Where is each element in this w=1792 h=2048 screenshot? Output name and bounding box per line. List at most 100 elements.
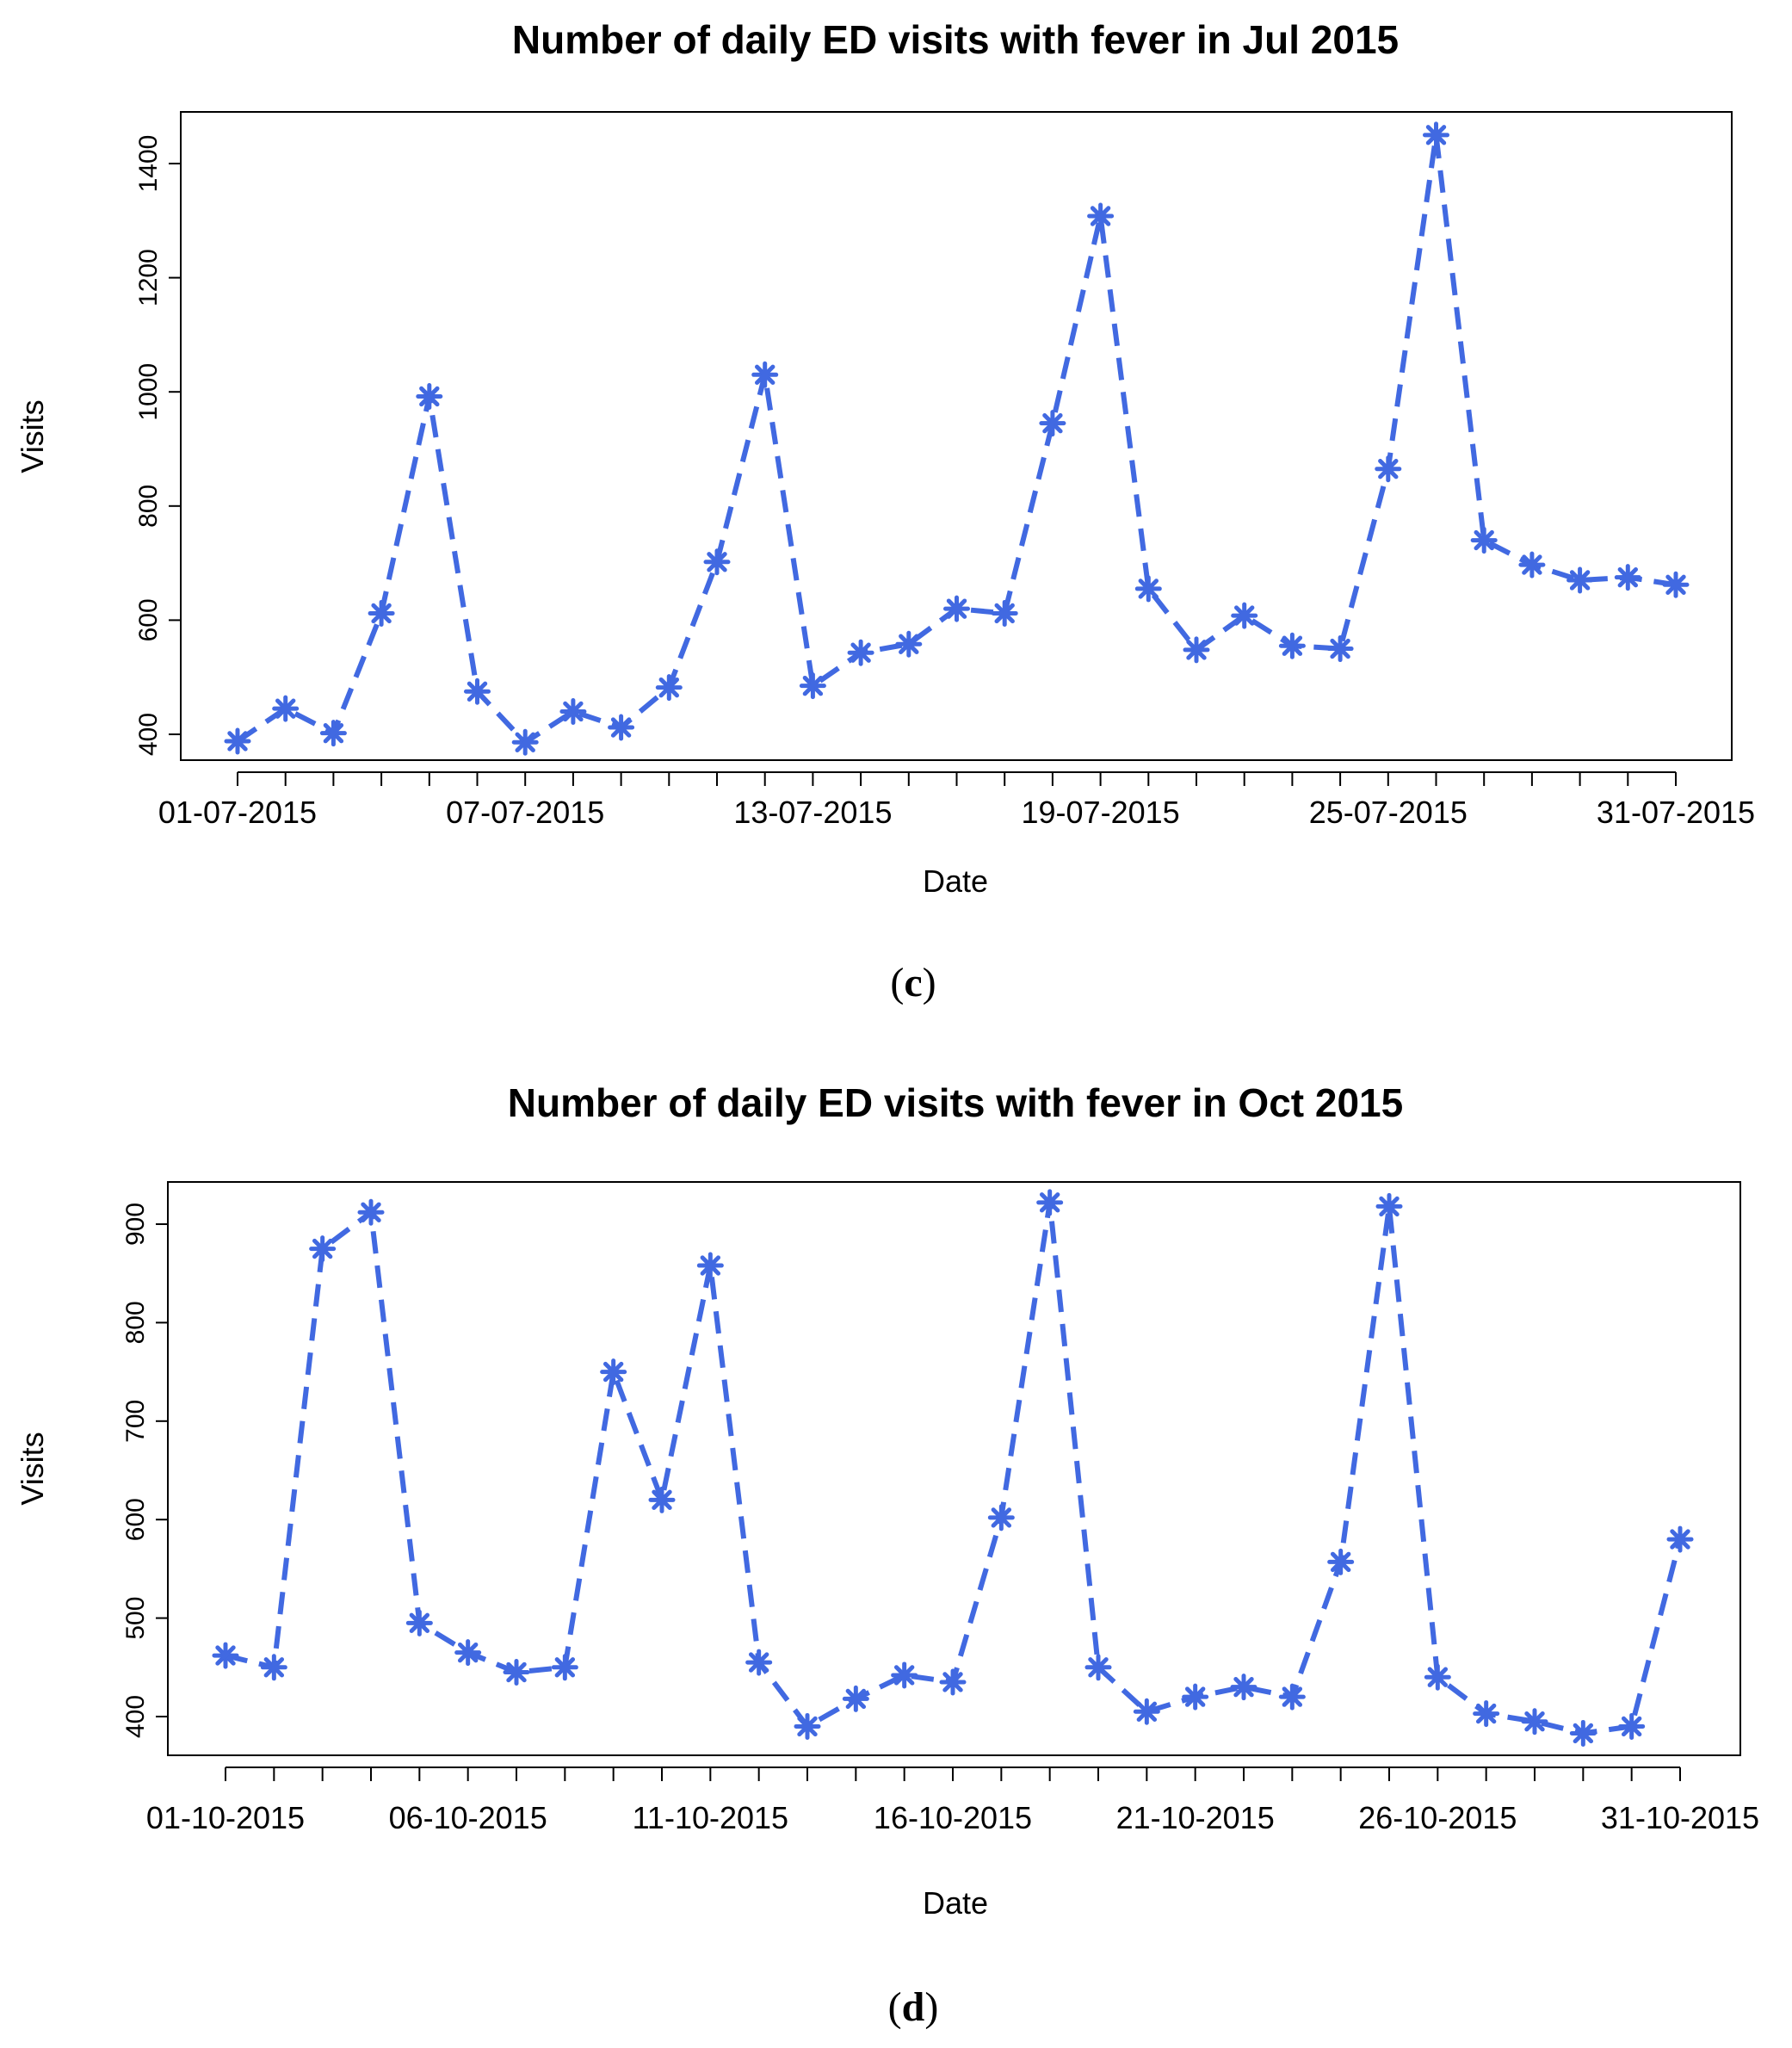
data-point — [1521, 1708, 1548, 1736]
data-point — [260, 1654, 287, 1681]
y-tick-label: 1200 — [134, 249, 163, 306]
data-point — [1327, 1548, 1355, 1575]
data-point — [895, 630, 923, 658]
data-point — [1473, 1700, 1500, 1728]
y-tick-label: 400 — [121, 1695, 150, 1738]
y-axis-label-d: Visits — [15, 1432, 50, 1505]
caption-c-close: ) — [923, 960, 936, 1005]
x-tick-label: 16-10-2015 — [874, 1800, 1032, 1835]
data-point — [1134, 575, 1162, 603]
data-point — [799, 672, 826, 700]
x-tick-label: 01-10-2015 — [146, 1800, 305, 1835]
data-point — [751, 361, 779, 388]
x-tick-label: 26-10-2015 — [1358, 1800, 1517, 1835]
data-point — [1423, 121, 1449, 149]
series-points-c — [224, 121, 1690, 756]
data-point — [405, 1609, 433, 1637]
data-point — [987, 1504, 1015, 1531]
data-point — [551, 1654, 578, 1681]
data-point — [1518, 551, 1546, 579]
x-tick-label: 06-10-2015 — [389, 1800, 547, 1835]
data-point — [1231, 602, 1258, 629]
data-point — [1662, 571, 1690, 598]
data-point — [1566, 566, 1594, 594]
caption-d: (d) — [888, 1984, 939, 2030]
y-tick-label: 600 — [134, 598, 163, 641]
data-point — [1182, 1683, 1209, 1711]
data-point — [842, 1685, 869, 1712]
y-tick-label: 600 — [121, 1498, 150, 1541]
data-point — [454, 1639, 482, 1667]
data-point — [309, 1235, 337, 1263]
x-axis-c: 01-07-2015 07-07-2015 13-07-2015 19-07-2015… — [158, 771, 1755, 830]
data-point — [1375, 455, 1402, 483]
chart-title-c: Number of daily ED visits with fever in … — [512, 17, 1399, 62]
data-point — [464, 678, 491, 705]
x-axis-label-c: Date — [923, 863, 988, 899]
y-tick-label: 1000 — [134, 363, 163, 421]
y-tick-label: 400 — [134, 713, 163, 756]
caption-c-letter: c — [904, 960, 922, 1005]
y-axis-label-c: Visits — [15, 399, 50, 473]
y-tick-label: 700 — [121, 1400, 150, 1443]
data-point — [1230, 1674, 1257, 1701]
data-point — [1036, 1189, 1064, 1216]
data-point — [608, 714, 635, 741]
plot-frame-d — [167, 1181, 1741, 1756]
data-point — [368, 599, 395, 627]
data-point — [696, 1252, 724, 1279]
data-point — [1618, 1712, 1646, 1740]
data-point — [1375, 1192, 1403, 1220]
data-point — [357, 1198, 385, 1226]
data-point — [1424, 1663, 1451, 1691]
y-tick-label: 800 — [134, 485, 163, 528]
data-point — [648, 1486, 676, 1513]
caption-d-close: ) — [924, 1984, 938, 2030]
data-point — [745, 1649, 773, 1676]
data-point — [416, 383, 443, 411]
data-point — [503, 1659, 530, 1686]
caption-c: (c) — [890, 960, 936, 1005]
x-tick-label: 19-07-2015 — [1022, 795, 1180, 830]
data-point — [1614, 564, 1641, 591]
x-tick-label: 31-10-2015 — [1601, 1800, 1759, 1835]
data-point — [891, 1661, 918, 1689]
data-point — [272, 695, 300, 722]
x-tick-label: 25-07-2015 — [1309, 795, 1468, 830]
data-point — [943, 595, 970, 622]
caption-d-letter: d — [902, 1984, 925, 2030]
series-points-d — [212, 1189, 1694, 1747]
data-point — [224, 727, 251, 755]
data-point — [511, 728, 539, 756]
y-tick-label: 1400 — [134, 135, 163, 193]
data-point — [1039, 410, 1066, 437]
x-tick-label: 11-10-2015 — [633, 1800, 788, 1835]
x-axis-label-d: Date — [923, 1885, 988, 1921]
data-point — [319, 720, 347, 747]
data-point — [1084, 1654, 1112, 1681]
data-point — [1133, 1698, 1160, 1725]
data-point — [600, 1358, 627, 1386]
y-axis-d: 400 500 600 700 800 900 — [121, 1203, 168, 1738]
data-point — [794, 1712, 821, 1740]
y-tick-label: 900 — [121, 1203, 150, 1246]
data-point — [1569, 1719, 1597, 1747]
x-tick-label: 07-07-2015 — [446, 795, 604, 830]
y-tick-label: 500 — [121, 1597, 150, 1640]
series-line-d — [225, 1199, 1683, 1736]
data-point — [1470, 527, 1498, 554]
data-point — [1666, 1525, 1694, 1553]
chart-title-d: Number of daily ED visits with fever in … — [508, 1080, 1403, 1125]
x-tick-label: 31-07-2015 — [1597, 795, 1755, 830]
chart-panel-c: Number of daily ED visits with fever in … — [15, 17, 1755, 1005]
data-point — [1326, 635, 1354, 663]
data-point — [1278, 1683, 1306, 1711]
data-point — [703, 548, 731, 576]
caption-c-open: ( — [890, 960, 904, 1005]
data-point — [847, 639, 874, 666]
series-line-c — [236, 132, 1677, 746]
data-point — [212, 1642, 239, 1669]
x-tick-label: 01-07-2015 — [158, 795, 317, 830]
plot-frame-c — [180, 111, 1733, 761]
